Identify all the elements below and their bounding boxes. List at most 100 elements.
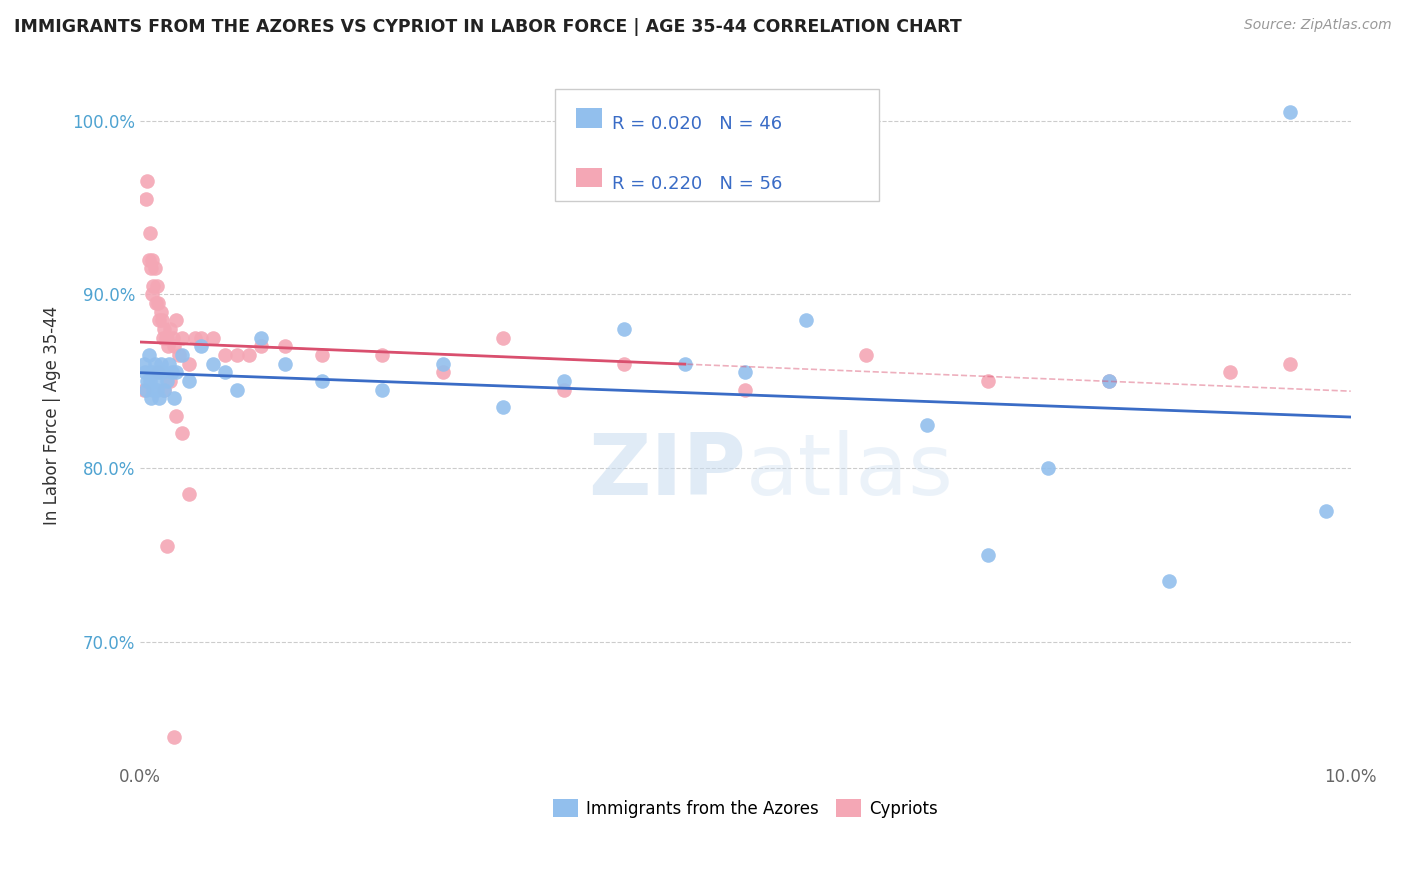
Point: [159, 322, 181, 336]
Point: [915, 417, 938, 432]
Point: [165, 409, 187, 423]
Text: Source: ZipAtlas.com: Source: ZipAtlas.com: [1244, 18, 1392, 32]
Point: [250, 339, 273, 353]
Point: [141, 366, 163, 380]
Point: [139, 261, 162, 276]
Point: [141, 287, 163, 301]
Y-axis label: In Labor Force | Age 35-44: In Labor Force | Age 35-44: [44, 306, 60, 525]
Point: [311, 374, 333, 388]
Point: [238, 348, 260, 362]
Point: [172, 348, 194, 362]
Point: [976, 374, 998, 388]
Point: [1219, 366, 1241, 380]
Point: [153, 383, 176, 397]
Point: [134, 366, 156, 380]
Point: [139, 392, 162, 406]
Point: [139, 227, 162, 241]
Point: [156, 339, 179, 353]
Point: [149, 357, 172, 371]
Point: [172, 426, 194, 441]
Point: [371, 348, 394, 362]
Point: [163, 392, 186, 406]
Point: [148, 366, 170, 380]
Point: [794, 313, 817, 327]
Point: [165, 313, 187, 327]
Point: [190, 331, 212, 345]
Point: [673, 357, 696, 371]
Point: [156, 331, 179, 345]
Point: [371, 383, 394, 397]
Point: [136, 374, 159, 388]
Point: [613, 322, 636, 336]
Point: [163, 339, 186, 353]
Point: [855, 348, 877, 362]
Text: atlas: atlas: [745, 430, 953, 513]
Point: [1159, 574, 1181, 588]
Point: [976, 548, 998, 562]
Point: [139, 374, 162, 388]
Point: [146, 383, 169, 397]
Point: [145, 296, 167, 310]
Point: [146, 278, 169, 293]
Point: [148, 392, 170, 406]
Point: [141, 252, 163, 267]
Point: [132, 357, 155, 371]
Point: [311, 348, 333, 362]
Point: [150, 366, 173, 380]
Point: [148, 366, 170, 380]
Point: [432, 366, 454, 380]
Point: [250, 331, 273, 345]
Point: [148, 296, 170, 310]
Point: [153, 383, 176, 397]
Point: [150, 313, 173, 327]
Point: [553, 374, 575, 388]
Point: [214, 348, 236, 362]
Point: [183, 331, 205, 345]
Text: R = 0.020   N = 46: R = 0.020 N = 46: [612, 115, 782, 133]
Point: [1097, 374, 1119, 388]
Point: [177, 374, 200, 388]
Point: [148, 313, 170, 327]
Point: [135, 383, 157, 397]
Point: [149, 304, 172, 318]
Point: [274, 357, 297, 371]
Point: [136, 174, 159, 188]
Point: [162, 331, 184, 345]
Point: [201, 357, 224, 371]
Text: ZIP: ZIP: [588, 430, 745, 513]
Point: [145, 374, 167, 388]
Point: [177, 357, 200, 371]
Point: [553, 383, 575, 397]
Point: [1097, 374, 1119, 388]
Point: [143, 357, 166, 371]
Point: [165, 366, 187, 380]
Point: [163, 730, 186, 744]
Point: [167, 348, 190, 362]
Point: [734, 383, 756, 397]
Point: [214, 366, 236, 380]
Point: [613, 357, 636, 371]
Point: [492, 331, 515, 345]
Text: R = 0.220   N = 56: R = 0.220 N = 56: [612, 175, 782, 193]
Point: [155, 331, 177, 345]
Point: [143, 261, 166, 276]
Point: [132, 383, 155, 397]
Point: [226, 348, 249, 362]
Point: [432, 357, 454, 371]
Point: [156, 539, 179, 553]
Point: [1279, 357, 1302, 371]
Point: [201, 331, 224, 345]
Point: [159, 374, 181, 388]
Point: [153, 322, 176, 336]
Point: [1315, 504, 1337, 518]
Point: [1279, 104, 1302, 119]
Legend: Immigrants from the Azores, Cypriots: Immigrants from the Azores, Cypriots: [547, 793, 945, 824]
Point: [172, 331, 194, 345]
Text: IMMIGRANTS FROM THE AZORES VS CYPRIOT IN LABOR FORCE | AGE 35-44 CORRELATION CHA: IMMIGRANTS FROM THE AZORES VS CYPRIOT IN…: [14, 18, 962, 36]
Point: [160, 366, 183, 380]
Point: [177, 487, 200, 501]
Point: [138, 348, 160, 362]
Point: [135, 192, 157, 206]
Point: [226, 383, 249, 397]
Point: [138, 252, 160, 267]
